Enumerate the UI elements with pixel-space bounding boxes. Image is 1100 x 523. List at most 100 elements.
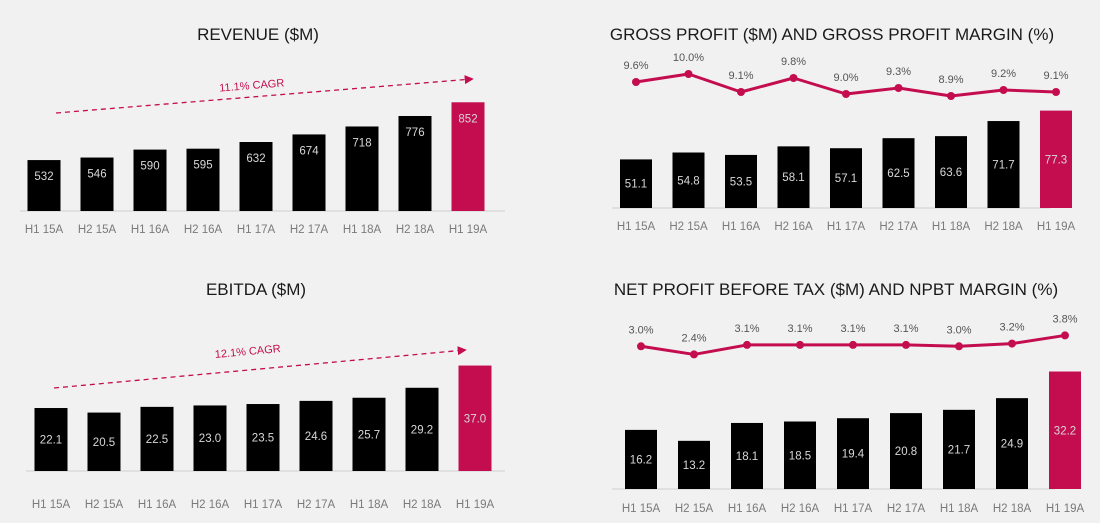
chart-title: REVENUE ($M) — [197, 25, 319, 44]
bar-h2-15a — [672, 152, 705, 208]
x-tick-label: H2 16A — [184, 224, 223, 236]
margin-value-label: 9.6% — [623, 60, 648, 72]
bar-h2-18a — [398, 116, 432, 211]
x-tick-label: H1 16A — [131, 224, 170, 236]
x-tick-label: H1 19A — [1046, 503, 1085, 515]
bar-value-label: 776 — [405, 127, 424, 139]
x-tick-label: H1 15A — [25, 224, 64, 236]
margin-point — [737, 88, 745, 96]
bar-value-label: 23.0 — [199, 433, 221, 445]
margin-value-label: 3.0% — [946, 324, 971, 336]
bar-h2-16a — [784, 421, 816, 489]
margin-value-label: 9.3% — [886, 66, 911, 78]
x-tick-label: H1 18A — [932, 221, 971, 233]
bar-value-label: 21.7 — [948, 444, 970, 456]
x-tick-label: H2 18A — [993, 503, 1032, 515]
bar-value-label: 77.3 — [1045, 154, 1067, 166]
bar-h1-19a — [1040, 110, 1072, 208]
bar-h2-17a — [292, 134, 326, 211]
x-tick-label: H1 16A — [728, 503, 767, 515]
margin-value-label: 3.2% — [999, 322, 1024, 334]
bar-value-label: 20.5 — [93, 437, 115, 449]
bar-value-label: 22.1 — [40, 435, 62, 447]
bar-value-label: 29.2 — [411, 424, 433, 436]
bar-value-label: 13.2 — [683, 460, 705, 472]
margin-value-label: 3.1% — [893, 323, 918, 335]
x-tick-label: H2 16A — [781, 503, 820, 515]
x-tick-label: H1 15A — [622, 503, 661, 515]
bar-value-label: 18.1 — [736, 451, 758, 463]
x-tick-label: H2 16A — [774, 221, 813, 233]
bar-value-label: 22.5 — [146, 434, 168, 446]
margin-point — [999, 86, 1008, 94]
cagr-annotation: 12.1% CAGR — [214, 343, 281, 361]
x-tick-label: H2 15A — [85, 499, 124, 511]
bar-value-label: 25.7 — [358, 429, 380, 441]
x-tick-label: H1 17A — [237, 224, 276, 236]
bar-h2-16a — [193, 405, 227, 471]
bar-h1-19a — [451, 102, 485, 211]
margin-value-label: 9.1% — [728, 70, 753, 82]
bar-value-label: 18.5 — [789, 450, 811, 462]
bar-h1-15a — [34, 408, 68, 471]
x-tick-label: H2 17A — [290, 224, 329, 236]
margin-value-label: 10.0% — [673, 52, 704, 64]
revenue-chart: REVENUE ($M) 532 H1 15A 546 H2 15A 590 H1 16A 5… — [20, 25, 505, 236]
bar-h1-15a — [625, 429, 657, 489]
x-tick-label: H2 15A — [675, 503, 714, 515]
cagr-annotation: 11.1% CAGR — [219, 77, 285, 94]
bar-value-label: 51.1 — [625, 179, 647, 191]
bar-value-label: 23.5 — [252, 433, 274, 445]
x-tick-label: H1 16A — [722, 221, 761, 233]
bar-h1-16a — [725, 154, 757, 208]
x-tick-label: H2 15A — [78, 224, 117, 236]
bar-value-label: 53.5 — [730, 176, 752, 188]
x-tick-label: H1 17A — [827, 221, 866, 233]
bar-value-label: 62.5 — [887, 168, 909, 180]
margin-point — [1052, 88, 1060, 96]
margin-point — [902, 340, 910, 349]
bar-h1-18a — [935, 136, 967, 208]
bar-value-label: 20.8 — [895, 446, 917, 458]
bar-h2-17a — [882, 138, 915, 208]
x-tick-label: H2 18A — [403, 499, 442, 511]
x-tick-label: H2 18A — [984, 221, 1023, 233]
margin-point — [632, 78, 640, 86]
bar-h1-16a — [133, 149, 167, 211]
margin-value-label: 9.1% — [1043, 70, 1068, 82]
bar-h2-17a — [299, 400, 333, 471]
margin-value-label: 3.1% — [734, 323, 759, 335]
x-tick-label: H1 19A — [1037, 221, 1076, 233]
bar-h2-15a — [80, 157, 114, 211]
bar-value-label: 32.2 — [1054, 425, 1076, 437]
x-tick-label: H1 16A — [138, 499, 177, 511]
x-tick-label: H1 15A — [32, 499, 71, 511]
bar-h1-15a — [27, 160, 61, 211]
margin-value-label: 8.9% — [938, 74, 963, 86]
bar-h2-16a — [186, 148, 220, 211]
bar-h2-16a — [777, 146, 810, 208]
bar-value-label: 16.2 — [630, 454, 652, 466]
bar-value-label: 37.0 — [464, 413, 486, 425]
chart-title: GROSS PROFIT ($M) AND GROSS PROFIT MARGI… — [610, 25, 1054, 44]
bar-value-label: 674 — [299, 145, 319, 157]
bar-value-label: 19.4 — [842, 449, 865, 461]
margin-value-label: 9.0% — [833, 72, 858, 84]
bar-h1-17a — [830, 148, 862, 208]
bar-value-label: 632 — [246, 153, 265, 165]
bar-value-label: 852 — [458, 113, 477, 125]
bar-value-label: 546 — [87, 169, 106, 181]
bar-h1-18a — [345, 126, 379, 211]
bar-value-label: 57.1 — [835, 173, 857, 185]
x-tick-label: H1 18A — [940, 503, 979, 515]
bar-h2-18a — [405, 387, 439, 471]
bar-h1-17a — [837, 418, 869, 489]
bar-h1-19a — [1049, 371, 1081, 489]
margin-value-label: 3.8% — [1052, 313, 1077, 325]
margin-point — [789, 74, 798, 82]
x-tick-label: H1 18A — [350, 499, 389, 511]
bar-value-label: 63.6 — [940, 167, 962, 179]
bar-h1-17a — [246, 404, 280, 471]
bar-value-label: 590 — [140, 161, 159, 173]
